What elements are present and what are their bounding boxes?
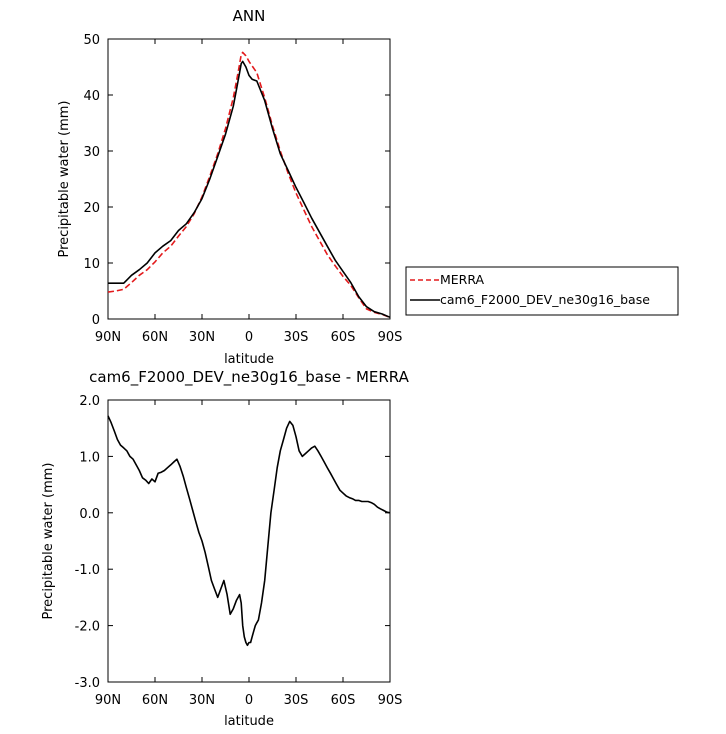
x-tick-label: 90N	[95, 330, 121, 345]
x-tick-label: 90S	[378, 330, 403, 345]
x-tick-label: 30N	[189, 330, 215, 345]
y-tick-label: 10	[83, 257, 100, 272]
legend-label-merra: MERRA	[440, 272, 485, 287]
x-tick-label: 60N	[142, 330, 168, 345]
bottom-x-axis-label: latitude	[224, 714, 274, 729]
y-tick-label: 1.0	[79, 450, 100, 465]
bottom-y-ticks: -3.0 -2.0 -1.0 0.0 1.0 2.0	[75, 394, 390, 691]
y-tick-label: -3.0	[75, 676, 100, 691]
x-tick-label: 60S	[331, 330, 356, 345]
legend: MERRA cam6_F2000_DEV_ne30g16_base	[405, 266, 679, 316]
x-tick-label: 0	[245, 330, 253, 345]
top-x-ticks: 90N 60N 30N 0 30S 60S 90S	[95, 39, 403, 345]
y-tick-label: -1.0	[75, 563, 100, 578]
y-tick-label: 30	[83, 145, 100, 160]
top-y-axis-label: Precipitable water (mm)	[57, 101, 72, 258]
y-tick-label: 50	[83, 33, 100, 48]
y-tick-label: 2.0	[79, 394, 100, 409]
x-tick-label: 30N	[189, 693, 215, 708]
top-y-ticks: 0 10 20 30 40 50	[83, 33, 390, 328]
x-tick-label: 60S	[331, 693, 356, 708]
x-tick-label: 0	[245, 693, 253, 708]
series-line-bottom-0	[107, 415, 391, 647]
x-tick-label: 90N	[95, 693, 121, 708]
bottom-x-ticks: 90N 60N 30N 0 30S 60S 90S	[95, 400, 403, 708]
bottom-plot-frame	[107, 399, 391, 683]
y-tick-label: 0	[92, 313, 100, 328]
top-chart-title: ANN	[233, 7, 266, 25]
series-line-top-1	[108, 60, 391, 319]
x-tick-label: 90S	[378, 693, 403, 708]
y-tick-label: 0.0	[79, 507, 100, 522]
top-panel: ANN 0 10 20 30 40 50 90N 60N 30N 0 30S 60S 90S Prec…	[57, 7, 402, 367]
bottom-y-axis-label: Precipitable water (mm)	[41, 463, 56, 620]
series-line-top-0	[107, 51, 391, 319]
legend-box	[405, 266, 679, 316]
bottom-panel: cam6_F2000_DEV_ne30g16_base - MERRA -3.0…	[41, 368, 410, 729]
bottom-chart-title: cam6_F2000_DEV_ne30g16_base - MERRA	[89, 368, 409, 387]
x-tick-label: 30S	[284, 330, 309, 345]
bottom-series-lines	[107, 415, 391, 647]
top-series-lines	[107, 51, 391, 319]
y-tick-label: -2.0	[75, 620, 100, 635]
top-x-axis-label: latitude	[224, 352, 274, 367]
legend-label-cam6: cam6_F2000_DEV_ne30g16_base	[440, 292, 650, 307]
y-tick-label: 20	[83, 201, 100, 216]
x-tick-label: 30S	[284, 693, 309, 708]
x-tick-label: 60N	[142, 693, 168, 708]
y-tick-label: 40	[83, 89, 100, 104]
